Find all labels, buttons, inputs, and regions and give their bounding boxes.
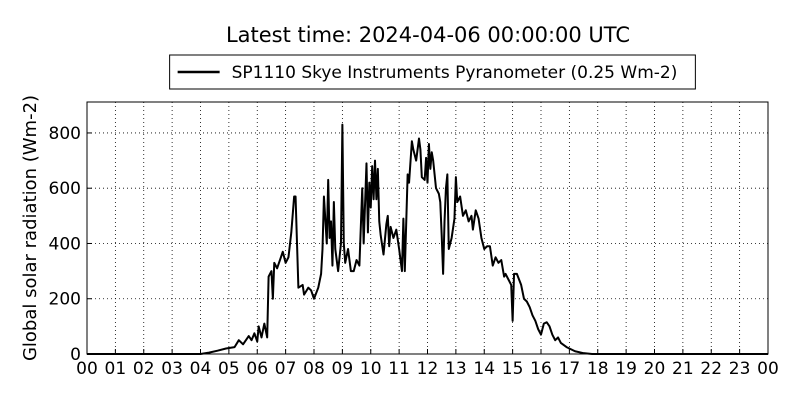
x-tick-label: 00 xyxy=(76,359,98,379)
x-tick-label: 00 xyxy=(757,359,779,379)
x-tick-label: 03 xyxy=(161,359,183,379)
y-tick-label: 400 xyxy=(49,234,81,254)
y-tick-label: 200 xyxy=(49,290,81,310)
x-tick-label: 15 xyxy=(502,359,524,379)
data-line xyxy=(87,123,768,355)
plot-frame xyxy=(86,101,769,355)
x-tick-label: 11 xyxy=(388,359,410,379)
x-tick-label: 02 xyxy=(133,359,155,379)
x-tick-label: 22 xyxy=(700,359,722,379)
x-tick-label: 09 xyxy=(332,359,354,379)
x-tick-label: 01 xyxy=(105,359,127,379)
x-tick-label: 16 xyxy=(530,359,552,379)
x-tick-label: 17 xyxy=(559,359,581,379)
y-tick-label: 600 xyxy=(49,179,81,199)
x-tick-label: 10 xyxy=(360,359,382,379)
x-tick-label: 20 xyxy=(644,359,666,379)
legend-label: SP1110 Skye Instruments Pyranometer (0.2… xyxy=(232,63,678,83)
x-tick-label: 13 xyxy=(445,359,467,379)
y-tick-label: 0 xyxy=(70,345,81,365)
x-tick-label: 07 xyxy=(275,359,297,379)
x-tick-label: 18 xyxy=(587,359,609,379)
x-tick-label: 21 xyxy=(672,359,694,379)
x-tick-label: 19 xyxy=(615,359,637,379)
x-tick-label: 06 xyxy=(246,359,268,379)
x-tick-label: 04 xyxy=(190,359,212,379)
x-tick-label: 12 xyxy=(417,359,439,379)
x-tick-label: 14 xyxy=(473,359,495,379)
chart-title: Latest time: 2024-04-06 00:00:00 UTC xyxy=(226,23,630,47)
y-tick-label: 800 xyxy=(49,124,81,144)
x-tick-label: 05 xyxy=(218,359,240,379)
x-tick-label: 23 xyxy=(729,359,751,379)
y-axis-label: Global solar radiation (Wm-2) xyxy=(20,95,41,361)
x-tick-label: 08 xyxy=(303,359,325,379)
legend-box xyxy=(169,54,696,90)
